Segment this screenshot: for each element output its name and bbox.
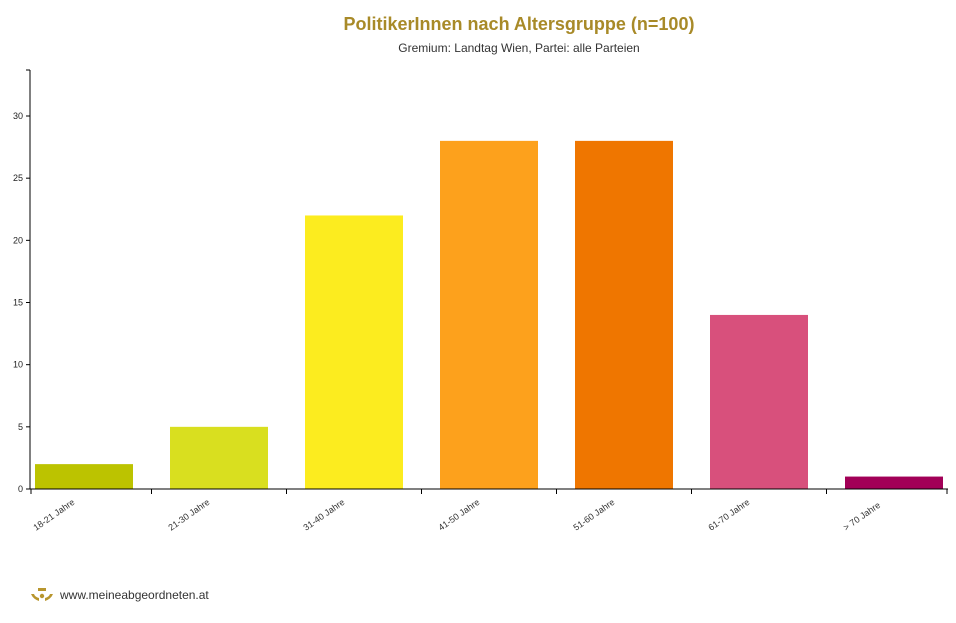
x-tick-label: > 70 Jahre (841, 500, 882, 533)
x-tick-label: 61-70 Jahre (706, 497, 751, 533)
x-tick-label: 18-21 Jahre (31, 497, 76, 533)
bar-3 (440, 140, 538, 489)
website-link[interactable]: www.meineabgeordneten.at (60, 588, 209, 602)
y-tick-label: 5 (18, 422, 23, 432)
x-tick-label: 21-30 Jahre (166, 497, 211, 533)
bar-6 (845, 476, 943, 489)
footer: www.meineabgeordneten.at (30, 587, 209, 603)
bar-4 (575, 140, 673, 489)
bar-5 (710, 314, 808, 489)
chart-subtitle: Gremium: Landtag Wien, Partei: alle Part… (398, 41, 639, 55)
x-tick-label: 31-40 Jahre (301, 497, 346, 533)
chart-title: PolitikerInnen nach Altersgruppe (n=100) (344, 14, 695, 34)
y-tick-label: 15 (13, 298, 23, 308)
y-tick-label: 0 (18, 484, 23, 494)
y-tick-label: 10 (13, 360, 23, 370)
y-tick-label: 30 (13, 111, 23, 121)
x-tick-label: 41-50 Jahre (436, 497, 481, 533)
bar-0 (35, 464, 133, 489)
bar-1 (170, 426, 268, 489)
x-tick-label: 51-60 Jahre (571, 497, 616, 533)
y-tick-label: 25 (13, 173, 23, 183)
logo-icon (31, 588, 53, 601)
y-tick-label: 20 (13, 235, 23, 245)
bar-2 (305, 215, 403, 489)
